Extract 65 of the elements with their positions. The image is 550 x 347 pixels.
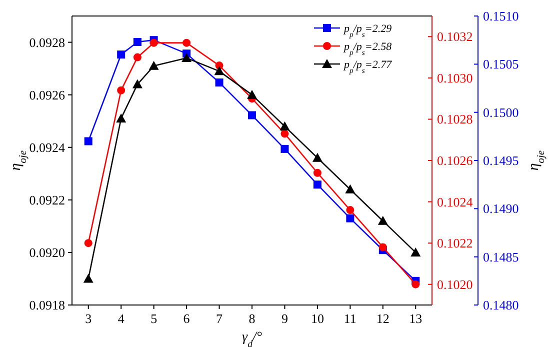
point (214, 66, 224, 76)
point (313, 168, 322, 177)
point (84, 239, 92, 248)
y3-tick-label: 0.1480 (483, 298, 519, 312)
x-tick-label: 6 (183, 311, 190, 326)
point (117, 50, 126, 59)
point (312, 152, 322, 162)
y2-tick-label: 0.1030 (437, 70, 473, 86)
point (346, 214, 354, 222)
y3-tick-label: 0.1505 (483, 56, 519, 72)
y3-tick-label: 0.1500 (483, 104, 519, 120)
y3-tick-label: 0.1490 (483, 201, 519, 216)
x-tick-label: 13 (409, 311, 422, 326)
x-tick-label: 8 (248, 311, 256, 326)
y2-tick-label: 0.1020 (437, 276, 473, 292)
point (280, 130, 289, 138)
y-tick-label: 0.0920 (29, 244, 65, 260)
point (84, 137, 92, 146)
y-tick-label: 0.0928 (29, 34, 65, 50)
point (116, 113, 126, 122)
point (345, 184, 356, 194)
y2-tick-label: 0.1026 (437, 153, 474, 168)
point (83, 274, 94, 283)
point (247, 90, 257, 99)
y-tick-label: 0.0922 (29, 192, 65, 208)
point (182, 38, 191, 47)
y-tick-label: 0.0918 (29, 298, 65, 312)
x-tick-label: 10 (310, 311, 324, 326)
point (182, 53, 192, 62)
x-tick-label: 9 (281, 311, 288, 326)
x-axis-title: γ$_{d}$/° (242, 330, 262, 347)
x-tick-label: 3 (85, 311, 92, 326)
point (346, 206, 354, 214)
y3-tick-label: 0.1495 (483, 153, 519, 168)
y-tick-label: 0.0926 (29, 87, 66, 102)
point (313, 180, 322, 189)
point (280, 121, 290, 130)
point (150, 38, 158, 47)
y2-tick-label: 0.1022 (437, 236, 473, 251)
legend-label: p$_{p}$/p$_{s}$=2.29 (343, 23, 392, 38)
y2-tick-label: 0.1024 (437, 194, 474, 210)
y-tick-label: 0.0924 (29, 140, 66, 155)
point (410, 247, 421, 256)
x-tick-label: 12 (376, 311, 390, 326)
y2-tick-label: 0.1028 (437, 112, 473, 127)
point (280, 144, 289, 153)
point (412, 280, 420, 288)
point (215, 78, 224, 86)
point (248, 111, 256, 120)
point (133, 53, 142, 62)
point (378, 216, 388, 225)
point (133, 38, 142, 46)
x-tick-label: 11 (344, 311, 356, 326)
legend-label: p$_{p}$/p$_{s}$=2.58 (343, 41, 392, 56)
x-tick-label: 4 (118, 311, 125, 326)
point (117, 86, 126, 94)
x-tick-label: 7 (216, 311, 224, 326)
legend-label: p$_{p}$/p$_{s}$=2.77 (343, 59, 392, 74)
point (132, 79, 142, 88)
y3-tick-label: 0.1485 (483, 249, 519, 264)
y2-tick-label: 0.1032 (437, 29, 473, 44)
y3-tick-label: 0.1510 (483, 8, 519, 24)
x-tick-label: 5 (150, 311, 158, 326)
point (148, 60, 159, 70)
point (378, 243, 387, 252)
